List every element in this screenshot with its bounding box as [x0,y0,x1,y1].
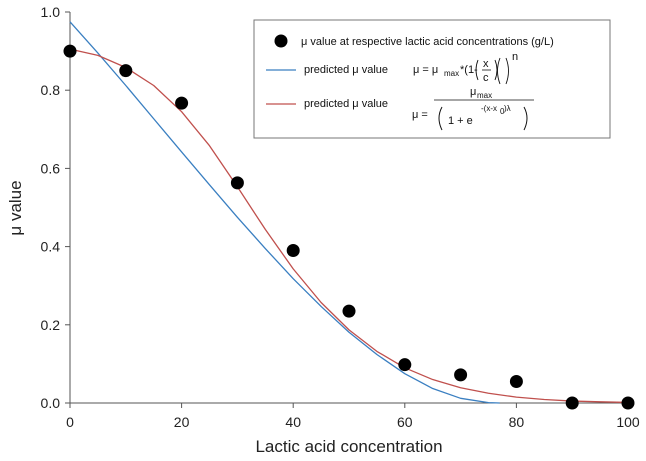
eq-logistic-den: 1 + e [448,115,473,127]
y-tick-label: 1.0 [41,4,61,20]
x-tick-label: 80 [509,414,525,430]
data-point [509,374,523,388]
eq-logistic-exp-sub: 0 [500,107,505,116]
x-tick-label: 0 [66,414,74,430]
data-point [63,44,77,58]
eq-power-frac-den: c [483,72,489,84]
data-point [175,96,189,110]
legend-label-blue: predicted μ value [304,64,388,76]
eq-logistic-exp: -(x-x [481,104,497,113]
y-tick-label: 0.4 [41,239,61,255]
data-point [565,396,579,410]
x-tick-label: 20 [174,414,190,430]
y-tick-label: 0.0 [41,395,61,411]
x-tick-label: 60 [397,414,413,430]
data-point [286,244,300,258]
eq-power-mid: *(1- [460,64,478,76]
series-lines [69,21,629,404]
y-axis-title: μ value [6,180,25,235]
axis-ticks: 0 20 40 60 80 100 0.0 0.2 0.4 0.6 0.8 1.0 [41,4,640,430]
data-point [621,396,635,410]
y-tick-label: 0.6 [41,160,61,176]
eq-logistic-exp-end: )λ [504,104,511,113]
legend-label-points: μ value at respective lactic acid concen… [301,36,554,48]
eq-power-lhs: μ = μ [413,64,438,76]
y-tick-label: 0.2 [41,317,61,333]
eq-power-max: max [444,69,459,78]
eq-power-frac-num: x [483,58,489,70]
x-axis-title: Lactic acid concentration [255,437,442,456]
data-point [230,176,244,190]
legend-box [253,19,611,139]
eq-logistic-num: μ [470,86,476,98]
x-tick-label: 40 [285,414,301,430]
data-point [119,64,133,78]
eq-power-exponent: n [512,51,518,63]
legend-label-red: predicted μ value [304,98,388,110]
data-point [342,304,356,318]
legend-marker-points [274,34,288,48]
series-points [63,44,635,410]
legend: μ value at respective lactic acid concen… [253,19,611,139]
series-line-2 [69,48,629,404]
x-tick-label: 100 [616,414,640,430]
equation-power: μ = μ max *(1- x c n [413,51,518,85]
series-line-1 [69,21,500,404]
y-tick-label: 0.8 [41,82,61,98]
data-point [398,358,412,372]
eq-logistic-max: max [477,91,492,100]
eq-logistic-lhs: μ = [412,109,428,121]
data-point [454,368,468,382]
equation-logistic: μ = μ max 1 + e -(x-x 0 )λ [412,86,534,131]
